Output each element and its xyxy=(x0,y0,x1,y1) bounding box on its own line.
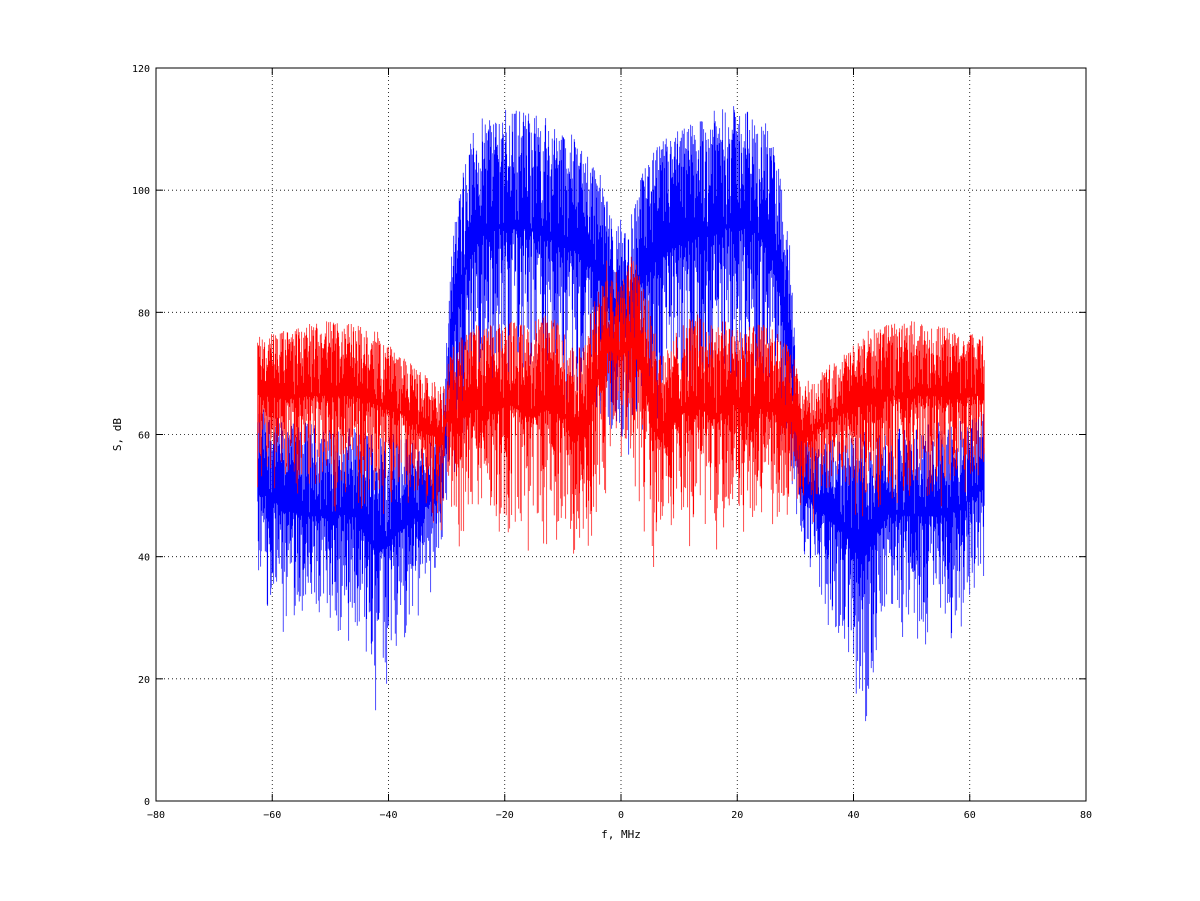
x-tick-label: 80 xyxy=(1080,810,1092,821)
y-tick-label: 120 xyxy=(132,64,150,75)
x-tick-label: 0 xyxy=(618,810,624,821)
x-tick-label: −20 xyxy=(496,810,514,821)
y-tick-label: 40 xyxy=(138,553,150,564)
axis-ticks: −80 −60 −40 −20 0 20 40 60 80 0 20 40 60 80 100 120 xyxy=(132,64,1092,821)
x-tick-label: −80 xyxy=(147,810,165,821)
x-tick-label: −40 xyxy=(379,810,397,821)
y-tick-label: 0 xyxy=(144,797,150,808)
x-tick-label: 40 xyxy=(847,810,859,821)
spectrum-series-2 xyxy=(257,256,985,567)
x-tick-label: −60 xyxy=(263,810,281,821)
x-axis-label: f, MHz xyxy=(601,828,641,841)
y-axis-label: S, dB xyxy=(111,418,124,451)
y-tick-label: 20 xyxy=(138,675,150,686)
x-tick-label: 60 xyxy=(964,810,976,821)
x-tick-label: 20 xyxy=(731,810,743,821)
y-tick-label: 80 xyxy=(138,308,150,319)
y-tick-label: 100 xyxy=(132,186,150,197)
series-layer xyxy=(257,106,985,722)
y-tick-label: 60 xyxy=(138,431,150,442)
